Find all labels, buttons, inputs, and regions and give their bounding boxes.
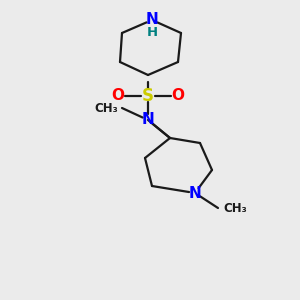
Text: N: N <box>146 13 158 28</box>
Text: N: N <box>189 185 201 200</box>
Text: O: O <box>112 88 124 104</box>
Text: N: N <box>142 112 154 128</box>
Text: O: O <box>172 88 184 104</box>
Text: H: H <box>146 26 158 40</box>
Text: CH₃: CH₃ <box>223 202 247 214</box>
Text: S: S <box>142 87 154 105</box>
Text: CH₃: CH₃ <box>94 101 118 115</box>
